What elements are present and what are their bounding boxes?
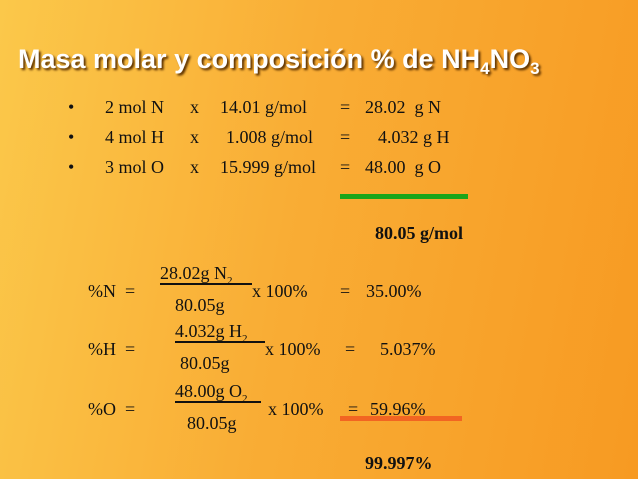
result: 35.00% — [366, 281, 422, 301]
bullet: • — [68, 97, 75, 117]
equals: = — [340, 97, 351, 117]
numerator-text: 4.032g H — [175, 321, 242, 341]
molar-mass: 1.008 g/mol — [226, 127, 314, 147]
fraction-bar — [160, 283, 252, 285]
fraction-bar — [175, 401, 261, 403]
mass: 4.032 g H — [378, 127, 450, 147]
title-text: NO — [489, 44, 531, 74]
subscript: 2 — [242, 393, 248, 405]
factor: x 100% — [252, 281, 308, 301]
numerator-text: 48.00g O — [175, 381, 242, 401]
molar-mass: 15.999 g/mol — [220, 157, 317, 177]
molar-mass: 14.01 g/mol — [220, 97, 308, 117]
title-sub: 3 — [530, 59, 540, 78]
times: x — [190, 97, 199, 117]
numerator-text: 28.02g N — [160, 263, 227, 283]
numerator: 28.02g N2 — [160, 263, 233, 287]
denominator: 80.05g — [187, 413, 237, 433]
percent-label: %N = — [88, 281, 136, 301]
bullet: • — [68, 127, 75, 147]
factor: x 100% — [268, 399, 324, 419]
quantity: 2 mol N — [105, 97, 165, 117]
times: x — [190, 127, 199, 147]
result: 5.037% — [380, 339, 436, 359]
equals: = — [340, 127, 351, 147]
equals: = — [340, 157, 351, 177]
molar-total: 80.05 g/mol — [375, 223, 463, 243]
quantity: 4 mol H — [105, 127, 165, 147]
times: x — [190, 157, 199, 177]
subscript: 2 — [242, 333, 248, 345]
orange-underline — [340, 416, 462, 421]
quantity: 3 mol O — [105, 157, 165, 177]
mass: 48.00 g O — [365, 157, 441, 177]
equals: = — [345, 339, 356, 359]
equals: = — [348, 399, 359, 419]
denominator: 80.05g — [180, 353, 230, 373]
percent-label: %O = — [88, 399, 136, 419]
denominator: 80.05g — [175, 295, 225, 315]
title-sub: 4 — [480, 59, 490, 78]
factor: x 100% — [265, 339, 321, 359]
fraction-bar — [175, 341, 265, 343]
bullet: • — [68, 157, 75, 177]
subscript: 2 — [227, 275, 233, 287]
percent-label: %H = — [88, 339, 136, 359]
mass: 28.02 g N — [365, 97, 441, 117]
numerator: 4.032g H2 — [175, 321, 248, 345]
green-underline — [340, 194, 468, 199]
slide-title: Masa molar y composición % de NH4NO3 — [18, 44, 540, 79]
equals: = — [340, 281, 351, 301]
percent-total: 99.997% — [365, 453, 433, 473]
title-text: Masa molar y composición % de NH — [18, 44, 481, 74]
numerator: 48.00g O2 — [175, 381, 248, 405]
result: 59.96% — [370, 399, 426, 419]
